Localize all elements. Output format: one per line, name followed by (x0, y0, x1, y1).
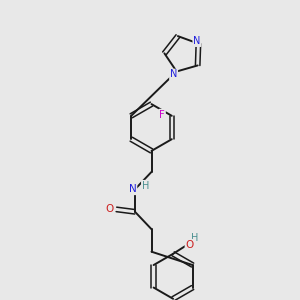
Text: N: N (170, 70, 177, 80)
Text: F: F (159, 110, 165, 120)
Text: O: O (106, 204, 114, 214)
Text: O: O (185, 240, 194, 250)
Text: H: H (142, 181, 149, 191)
Text: H: H (191, 233, 199, 243)
Text: N: N (193, 36, 201, 46)
Text: N: N (129, 184, 136, 194)
